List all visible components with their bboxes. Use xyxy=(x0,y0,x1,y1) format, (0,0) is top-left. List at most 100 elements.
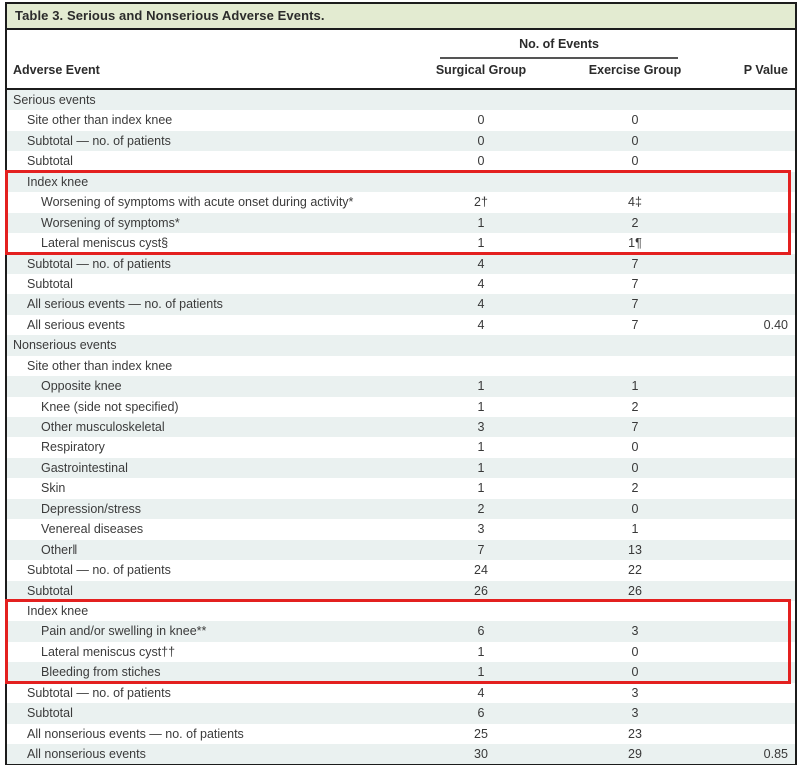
cell-surgical-group: 6 xyxy=(477,706,485,721)
table-row: Site other than index knee 0 0 xyxy=(7,110,795,130)
cell-surgical-group: 6 xyxy=(477,624,485,639)
table-row: Lateral meniscus cyst§ 1 1¶ xyxy=(7,233,795,253)
table-title: Table 3. Serious and Nonserious Adverse … xyxy=(7,4,795,30)
table-row: Subtotal — no. of patients 24 22 xyxy=(7,560,795,580)
row-label: Subtotal — no. of patients xyxy=(27,133,171,148)
cell-exercise-group: 7 xyxy=(631,256,639,271)
table-body: Serious events Site other than index knee… xyxy=(5,90,795,765)
table-row: Knee (side not specified) 1 2 xyxy=(7,397,795,417)
row-label: Depression/stress xyxy=(41,501,142,516)
table-row: Subtotal — no. of patients 4 3 xyxy=(7,683,795,703)
table-row: Subtotal 4 7 xyxy=(7,274,795,294)
cell-surgical-group: 7 xyxy=(477,542,485,557)
cell-surgical-group: 1 xyxy=(477,665,485,680)
table-header: No. of Events Adverse Event Surgical Gro… xyxy=(7,30,795,90)
row-label: Worsening of symptoms* xyxy=(41,215,180,230)
row-label: Opposite knee xyxy=(41,379,122,394)
table-row: Worsening of symptoms* 1 2 xyxy=(7,212,795,234)
cell-exercise-group: 0 xyxy=(631,133,639,148)
table-row: Site other than index knee xyxy=(7,356,795,376)
cell-exercise-group: 3 xyxy=(631,706,639,721)
column-header-exercise-group: Exercise Group xyxy=(588,63,682,77)
row-label: Knee (side not specified) xyxy=(41,399,179,414)
cell-surgical-group: 4 xyxy=(477,685,485,700)
cell-surgical-group: 1 xyxy=(477,644,485,659)
cell-exercise-group: 0 xyxy=(631,644,639,659)
table-row: Subtotal 26 26 xyxy=(7,580,795,601)
cell-surgical-group: 1 xyxy=(477,215,485,230)
cell-surgical-group: 0 xyxy=(477,133,485,148)
cell-surgical-group: 4 xyxy=(477,276,485,291)
table-row: All nonserious events — no. of patients 2… xyxy=(7,724,795,744)
cell-exercise-group: 29 xyxy=(628,747,642,761)
cell-exercise-group: 0 xyxy=(631,501,639,516)
cell-surgical-group: 1 xyxy=(477,460,485,475)
cell-exercise-group: 2 xyxy=(631,481,639,496)
table-row: Worsening of symptoms with acute onset d… xyxy=(7,192,795,212)
cell-surgical-group: 4 xyxy=(477,317,485,332)
table-row: Depression/stress 2 0 xyxy=(7,498,795,520)
row-label: All nonserious events xyxy=(27,747,146,761)
table-row: All serious events — no. of patients 4 7 xyxy=(7,294,795,315)
cell-surgical-group: 1 xyxy=(477,440,485,455)
row-label: Index knee xyxy=(27,603,89,618)
row-label: Nonserious events xyxy=(13,338,117,353)
row-label: Pain and/or swelling in knee** xyxy=(41,624,207,639)
cell-surgical-group: 30 xyxy=(474,747,488,761)
table-row: Venereal diseases 3 1 xyxy=(7,519,795,539)
table-row: Skin 1 2 xyxy=(7,478,795,498)
cell-p-value: 0.40 xyxy=(763,317,788,332)
table-row: Respiratory 1 0 xyxy=(7,437,795,457)
cell-surgical-group: 3 xyxy=(477,420,485,434)
table-row: Serious events xyxy=(7,90,795,111)
table-row: Other‖ 7 13 xyxy=(7,539,795,561)
cell-surgical-group: 1 xyxy=(477,236,485,251)
cell-surgical-group: 24 xyxy=(474,563,488,578)
cell-p-value: 0.85 xyxy=(763,747,788,761)
cell-exercise-group: 0 xyxy=(631,440,639,455)
cell-surgical-group: 1 xyxy=(477,481,485,496)
column-header-surgical-group: Surgical Group xyxy=(435,63,527,77)
table-row: Lateral meniscus cyst†† 1 0 xyxy=(7,642,795,662)
row-label: Subtotal xyxy=(27,154,73,169)
adverse-events-table: Table 3. Serious and Nonserious Adverse … xyxy=(5,2,797,765)
cell-surgical-group: 25 xyxy=(474,726,488,741)
row-label: Index knee xyxy=(27,174,89,189)
table-row: All serious events 4 7 0.40 xyxy=(7,315,795,335)
row-label: Serious events xyxy=(13,93,96,107)
cell-surgical-group: 0 xyxy=(477,113,485,128)
cell-exercise-group: 7 xyxy=(631,420,639,434)
row-label: Other‖ xyxy=(41,542,78,557)
row-label: Subtotal xyxy=(27,706,73,721)
table-row: Bleeding from stiches 1 0 xyxy=(7,662,795,683)
cell-surgical-group: 2† xyxy=(474,195,488,210)
table-row: Opposite knee 1 1 xyxy=(7,376,795,397)
cell-exercise-group: 0 xyxy=(631,113,639,128)
column-group-header-no-of-events: No. of Events xyxy=(519,37,599,51)
column-header-adverse-event: Adverse Event xyxy=(13,63,100,77)
cell-exercise-group: 4‡ xyxy=(628,195,642,210)
row-label: Site other than index knee xyxy=(27,358,173,373)
column-header-p-value: P Value xyxy=(743,63,788,77)
cell-exercise-group: 22 xyxy=(628,563,642,578)
row-label: All nonserious events — no. of patients xyxy=(27,726,244,741)
cell-exercise-group: 2 xyxy=(631,215,639,230)
cell-exercise-group: 3 xyxy=(631,624,639,639)
table-row: Subtotal 6 3 xyxy=(7,703,795,724)
row-label: All serious events xyxy=(27,317,125,332)
row-label: Lateral meniscus cyst†† xyxy=(41,644,176,659)
row-label: Subtotal xyxy=(27,583,73,598)
row-label: Venereal diseases xyxy=(41,522,144,537)
cell-exercise-group: 7 xyxy=(631,297,639,312)
cell-surgical-group: 0 xyxy=(477,154,485,169)
cell-exercise-group: 7 xyxy=(631,317,639,332)
table-row: Gastrointestinal 1 0 xyxy=(7,457,795,479)
table-row: Pain and/or swelling in knee** 6 3 xyxy=(7,621,795,642)
row-label: Other musculoskeletal xyxy=(41,420,165,434)
cell-surgical-group: 4 xyxy=(477,297,485,312)
table-row: Nonserious events xyxy=(7,335,795,356)
table-row: Subtotal — no. of patients 0 0 xyxy=(7,130,795,152)
row-label: Worsening of symptoms with acute onset d… xyxy=(41,195,354,210)
table-row: All nonserious events 30 29 0.85 xyxy=(7,744,795,765)
cell-exercise-group: 2 xyxy=(631,399,639,414)
